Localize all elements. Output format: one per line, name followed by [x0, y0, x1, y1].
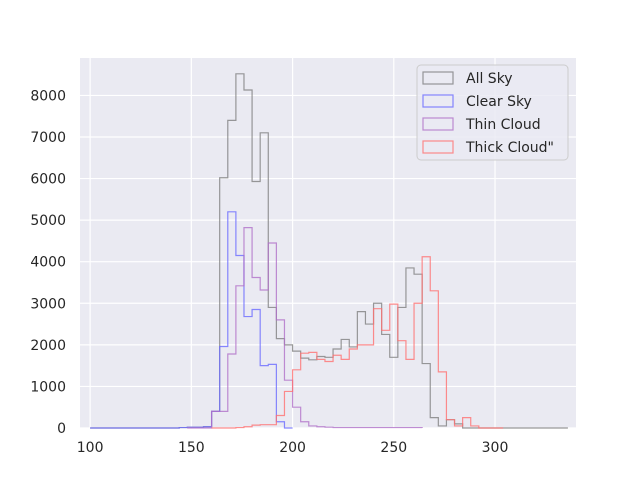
- y-tick-label: 8000: [30, 88, 66, 104]
- x-tick-labels: 100 150 200 250 300: [77, 440, 509, 456]
- x-tick-label: 300: [482, 440, 509, 456]
- y-tick-label: 0: [57, 421, 66, 437]
- legend-swatch: [422, 140, 454, 154]
- x-tick-label: 100: [77, 440, 104, 456]
- legend-swatch: [422, 71, 454, 85]
- x-tick-label: 150: [178, 440, 205, 456]
- legend-label: All Sky: [466, 71, 513, 87]
- y-tick-label: 1000: [30, 379, 66, 395]
- legend-swatch: [422, 117, 454, 131]
- y-tick-label: 7000: [30, 130, 66, 146]
- series-2-step-line: [187, 227, 423, 429]
- y-tick-label: 3000: [30, 296, 66, 312]
- y-tick-label: 6000: [30, 172, 66, 188]
- y-tick-label: 2000: [30, 338, 66, 354]
- series-3-step-line: [211, 256, 504, 429]
- x-tick-label: 250: [380, 440, 407, 456]
- y-tick-label: 4000: [30, 255, 66, 271]
- legend-label: Clear Sky: [466, 94, 532, 110]
- x-tick-label: 200: [279, 440, 306, 456]
- legend-box: [416, 64, 569, 161]
- legend-label: Thin Cloud: [465, 117, 541, 133]
- series-layer: [90, 73, 568, 429]
- grid-lines: [80, 58, 576, 429]
- legend-swatch: [422, 94, 454, 108]
- legend-label: Thick Cloud": [465, 140, 554, 156]
- y-tick-labels: 0 1000 2000 3000 4000 5000 6000 7000 8000: [30, 88, 66, 437]
- y-tick-label: 5000: [30, 213, 66, 229]
- legend: All Sky Clear Sky Thin Cloud Thick Cloud": [416, 64, 569, 161]
